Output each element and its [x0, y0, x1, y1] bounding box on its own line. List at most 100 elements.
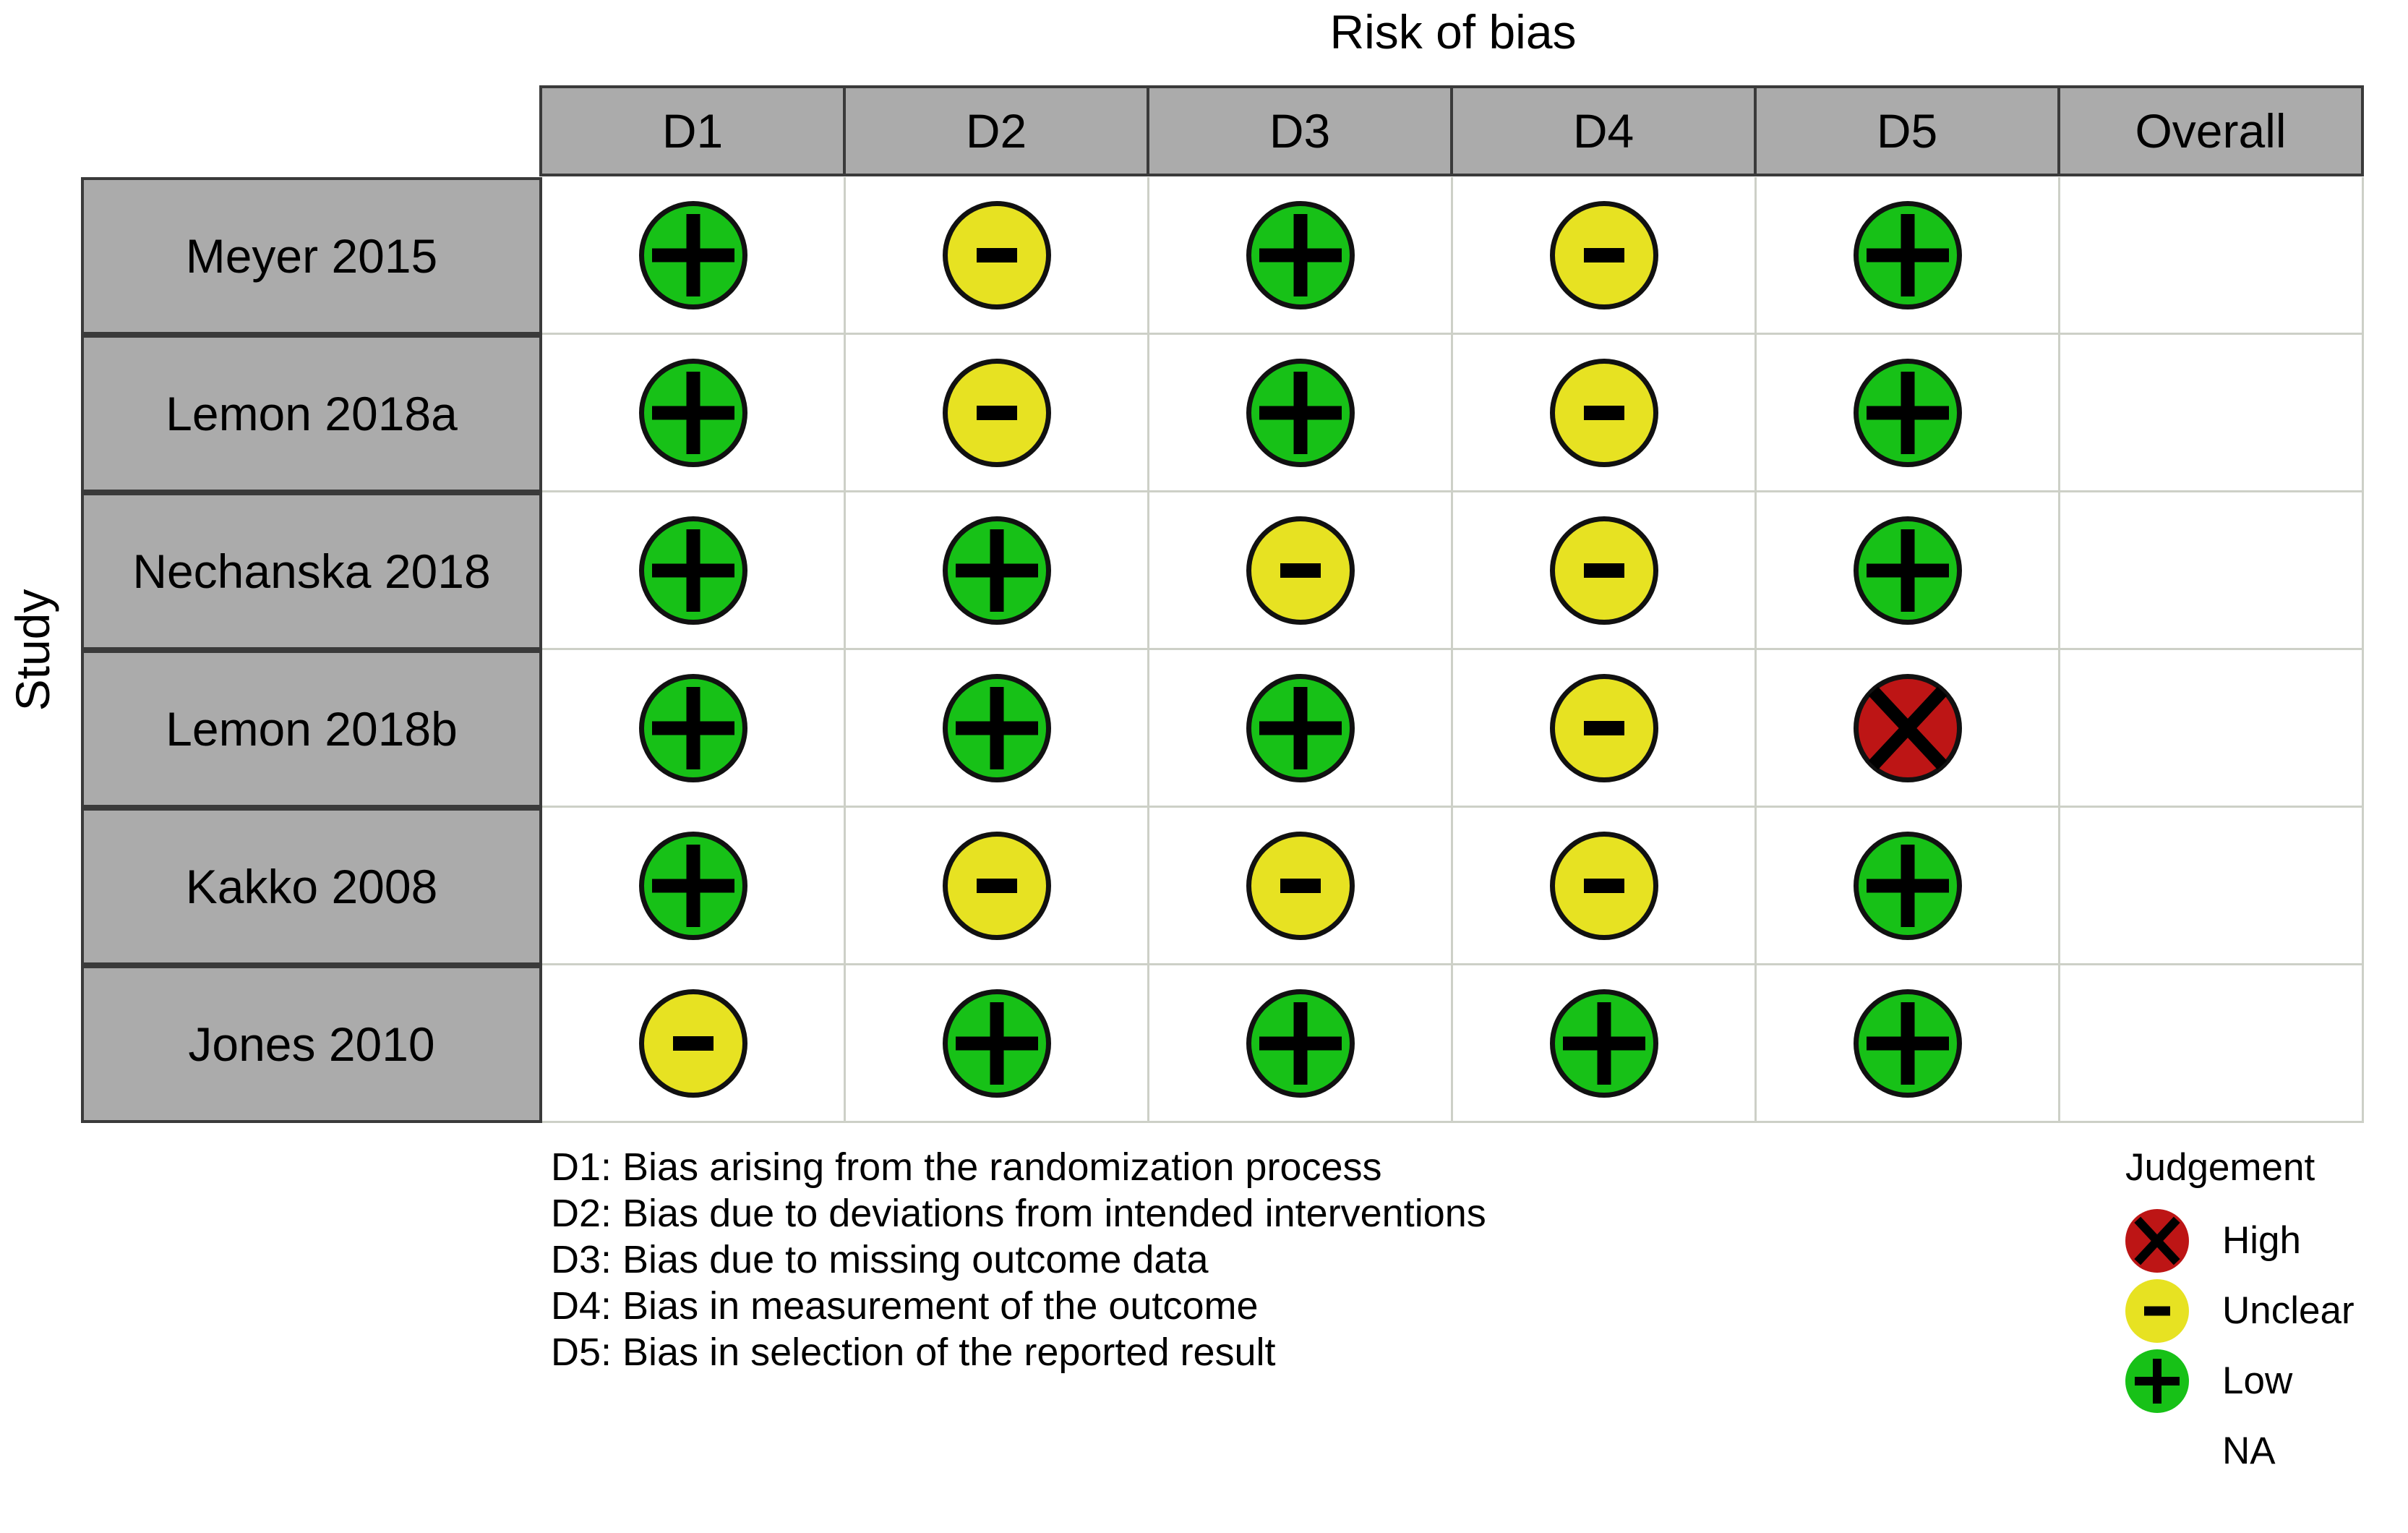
judgement-icon-high — [1853, 673, 1962, 782]
judgement-icon-low — [638, 516, 747, 625]
legend-icon-low — [2125, 1349, 2189, 1413]
cell-jones-2010-d2 — [846, 965, 1149, 1123]
footnote-1: D1: Bias arising from the randomization … — [551, 1145, 1382, 1189]
legend-title: Judgement — [2125, 1146, 2315, 1189]
cell-nechanska-2018-d5 — [1757, 492, 2060, 650]
cell-lemon-2018b-d4 — [1453, 650, 1757, 808]
judgement-icon-low — [638, 200, 747, 309]
cell-nechanska-2018-d2 — [846, 492, 1149, 650]
judgement-icon-low — [638, 358, 747, 467]
legend: Judgement High Unclear Low NA — [2125, 1145, 2355, 1486]
judgement-icon-unclear — [1549, 831, 1658, 940]
cell-meyer-2015-d2 — [846, 177, 1149, 335]
cell-nechanska-2018-d3 — [1149, 492, 1453, 650]
cell-jones-2010-d3 — [1149, 965, 1453, 1123]
cell-kakko-2008-d5 — [1757, 808, 2060, 965]
judgement-icon-low — [1853, 516, 1962, 625]
cell-kakko-2008-d3 — [1149, 808, 1453, 965]
judgement-icon-low — [1246, 673, 1355, 782]
row-label-kakko-2008: Kakko 2008 — [81, 808, 542, 965]
judgement-icon-unclear — [942, 358, 1051, 467]
cell-jones-2010-overall — [2060, 965, 2364, 1123]
cell-lemon-2018b-d5 — [1757, 650, 2060, 808]
cell-jones-2010-d5 — [1757, 965, 2060, 1123]
judgement-icon-low — [1246, 200, 1355, 309]
column-header-d1: D1 — [539, 85, 846, 176]
cell-nechanska-2018-overall — [2060, 492, 2364, 650]
cell-lemon-2018b-d2 — [846, 650, 1149, 808]
judgement-icon-low — [1853, 988, 1962, 1098]
cell-kakko-2008-d1 — [542, 808, 846, 965]
cell-kakko-2008-d2 — [846, 808, 1149, 965]
domain-footnotes: D1: Bias arising from the randomization … — [551, 1144, 1486, 1375]
cell-meyer-2015-d3 — [1149, 177, 1453, 335]
judgement-icon-unclear — [1246, 831, 1355, 940]
cell-lemon-2018b-overall — [2060, 650, 2364, 808]
footnote-5: D5: Bias in selection of the reported re… — [551, 1331, 1276, 1374]
row-label-lemon-2018b: Lemon 2018b — [81, 650, 542, 808]
cell-lemon-2018b-d1 — [542, 650, 846, 808]
cell-jones-2010-d4 — [1453, 965, 1757, 1123]
row-label-jones-2010: Jones 2010 — [81, 965, 542, 1123]
footnote-4: D4: Bias in measurement of the outcome — [551, 1284, 1259, 1328]
legend-label-high: High — [2222, 1219, 2302, 1262]
judgement-icon-low — [638, 673, 747, 782]
judgement-icon-low — [942, 673, 1051, 782]
column-header-overall: Overall — [2057, 85, 2364, 176]
cell-meyer-2015-d4 — [1453, 177, 1757, 335]
cell-kakko-2008-overall — [2060, 808, 2364, 965]
legend-item-na: NA — [2125, 1416, 2355, 1486]
column-header-d2: D2 — [843, 85, 1149, 176]
cell-kakko-2008-d4 — [1453, 808, 1757, 965]
footnote-3: D3: Bias due to missing outcome data — [551, 1238, 1209, 1281]
cell-meyer-2015-d1 — [542, 177, 846, 335]
judgement-icon-low — [1246, 988, 1355, 1098]
judgement-icon-unclear — [1549, 673, 1658, 782]
cell-lemon-2018a-d5 — [1757, 335, 2060, 492]
cell-meyer-2015-d5 — [1757, 177, 2060, 335]
cell-meyer-2015-overall — [2060, 177, 2364, 335]
judgement-icon-low — [1246, 358, 1355, 467]
column-header-d4: D4 — [1450, 85, 1757, 176]
legend-items: High Unclear Low NA — [2125, 1205, 2355, 1486]
legend-label-low: Low — [2222, 1359, 2293, 1402]
cell-lemon-2018a-overall — [2060, 335, 2364, 492]
judgement-icon-unclear — [638, 988, 747, 1098]
cell-jones-2010-d1 — [542, 965, 846, 1123]
judgement-icon-low — [1853, 200, 1962, 309]
cell-lemon-2018a-d2 — [846, 335, 1149, 492]
column-header-d5: D5 — [1754, 85, 2060, 176]
judgement-icon-unclear — [942, 831, 1051, 940]
judgement-icon-unclear — [1549, 200, 1658, 309]
cell-lemon-2018b-d3 — [1149, 650, 1453, 808]
row-label-lemon-2018a: Lemon 2018a — [81, 335, 542, 492]
cell-lemon-2018a-d4 — [1453, 335, 1757, 492]
cell-lemon-2018a-d3 — [1149, 335, 1453, 492]
y-axis-label: Study — [6, 589, 59, 712]
legend-item-low: Low — [2125, 1346, 2355, 1416]
judgement-icon-low — [1549, 988, 1658, 1098]
legend-icon-high — [2125, 1208, 2189, 1273]
chart-title: Risk of bias — [1329, 5, 1577, 59]
row-label-nechanska-2018: Nechanska 2018 — [81, 492, 542, 650]
judgement-icon-low — [638, 831, 747, 940]
judgement-icon-low — [942, 988, 1051, 1098]
legend-label-unclear: Unclear — [2222, 1289, 2355, 1332]
row-label-meyer-2015: Meyer 2015 — [81, 177, 542, 335]
judgement-icon-unclear — [942, 200, 1051, 309]
legend-icon-na-spacer — [2125, 1419, 2189, 1483]
judgement-icon-unclear — [1246, 516, 1355, 625]
judgement-icon-low — [1853, 831, 1962, 940]
judgement-icon-unclear — [1549, 358, 1658, 467]
judgement-icon-low — [1853, 358, 1962, 467]
legend-item-high: High — [2125, 1205, 2355, 1276]
column-header-d3: D3 — [1147, 85, 1453, 176]
legend-label-na: NA — [2222, 1430, 2276, 1472]
legend-item-unclear: Unclear — [2125, 1276, 2355, 1346]
footnote-2: D2: Bias due to deviations from intended… — [551, 1192, 1486, 1235]
legend-icon-unclear — [2125, 1278, 2189, 1343]
cell-nechanska-2018-d1 — [542, 492, 846, 650]
judgement-icon-low — [942, 516, 1051, 625]
cell-lemon-2018a-d1 — [542, 335, 846, 492]
